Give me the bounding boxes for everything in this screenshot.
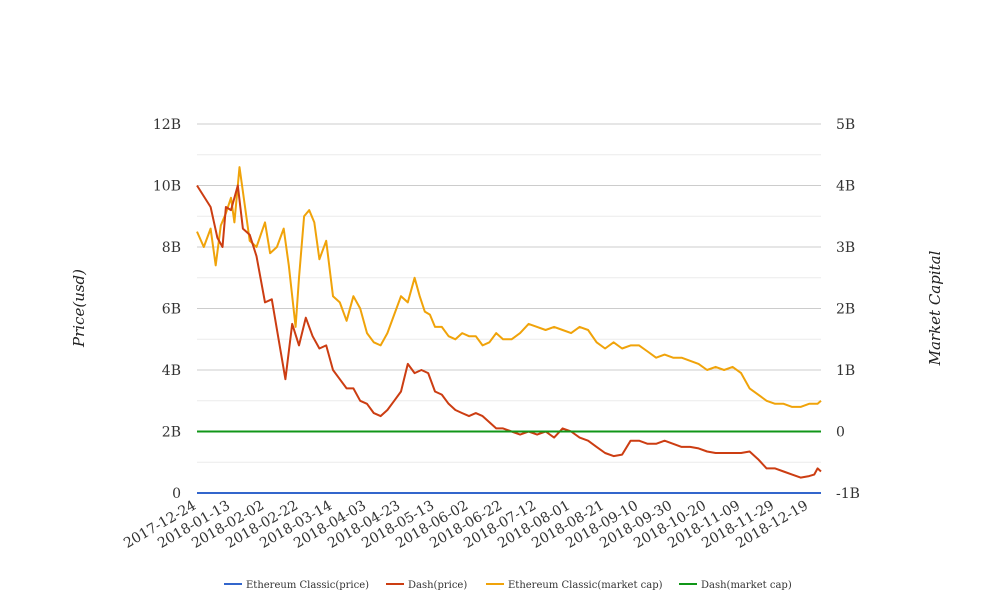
series-line-1 bbox=[196, 184, 822, 479]
right-tick-label: 2B bbox=[836, 302, 855, 318]
legend-item: Ethereum Classic(price) bbox=[224, 580, 369, 591]
legend-label: Dash(price) bbox=[408, 580, 467, 591]
right-tick-label: 4B bbox=[836, 179, 855, 195]
right-tick-label: 5B bbox=[836, 117, 855, 133]
left-tick-label: 0 bbox=[172, 486, 181, 502]
right-axis-title: Market Capital bbox=[926, 250, 944, 366]
left-tick-label: 6B bbox=[162, 302, 181, 318]
left-axis-title: Price(usd) bbox=[70, 269, 88, 348]
right-tick-label: 1B bbox=[836, 363, 855, 379]
left-tick-label: 12B bbox=[153, 117, 181, 133]
right-y-axis: -1B 0 1B 2B 3B 4B 5B bbox=[836, 117, 860, 502]
series-line-2 bbox=[196, 166, 822, 408]
right-tick-label: 3B bbox=[836, 240, 855, 256]
right-tick-label: -1B bbox=[836, 486, 860, 502]
left-tick-label: 2B bbox=[162, 425, 181, 441]
legend: Ethereum Classic(price) Dash(price) Ethere… bbox=[224, 580, 792, 591]
legend-item: Dash(market cap) bbox=[679, 580, 792, 591]
grid-lines bbox=[197, 123, 821, 494]
legend-label: Dash(market cap) bbox=[701, 580, 792, 591]
x-axis: 2017-12-242018-01-132018-02-022018-02-22… bbox=[121, 498, 811, 552]
left-tick-label: 4B bbox=[162, 363, 181, 379]
legend-item: Ethereum Classic(market cap) bbox=[486, 580, 663, 591]
right-tick-label: 0 bbox=[836, 425, 845, 441]
left-tick-label: 10B bbox=[153, 179, 181, 195]
legend-item: Dash(price) bbox=[386, 580, 467, 591]
series-lines bbox=[196, 166, 822, 494]
legend-label: Ethereum Classic(price) bbox=[246, 580, 369, 591]
legend-label: Ethereum Classic(market cap) bbox=[508, 580, 663, 591]
left-y-axis: 0 2B 4B 6B 8B 10B 12B bbox=[153, 117, 181, 502]
left-tick-label: 8B bbox=[162, 240, 181, 256]
